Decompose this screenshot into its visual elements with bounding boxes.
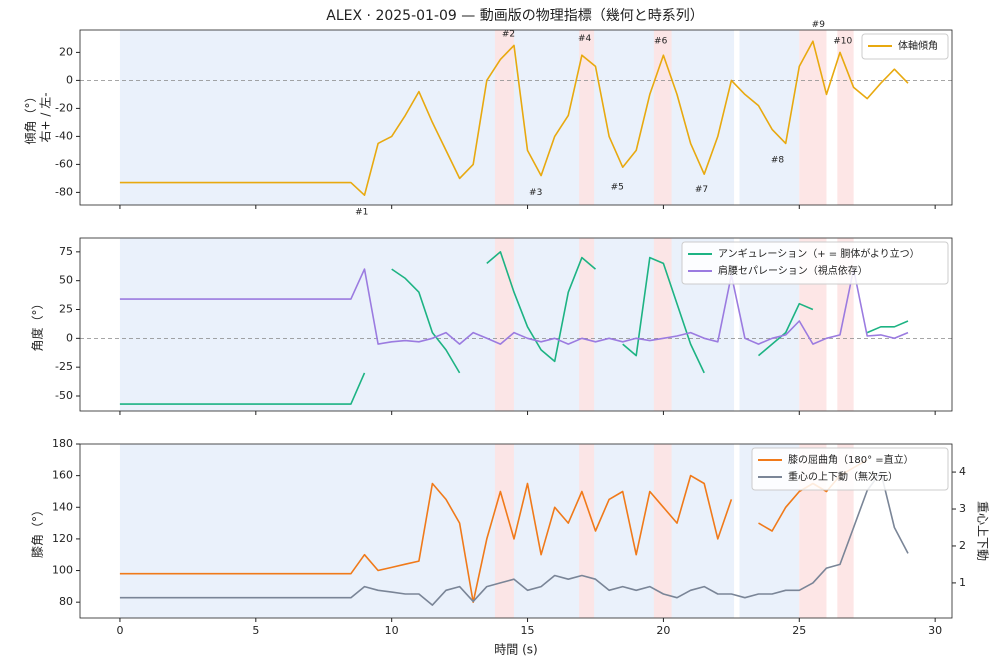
phase-span: [653, 444, 672, 618]
phase-span: [579, 30, 595, 205]
y-tick-label: -25: [55, 360, 73, 373]
annotation: #9: [812, 20, 826, 30]
y-tick-label: 25: [59, 303, 73, 316]
phase-span: [739, 30, 800, 205]
y-tick-label: 20: [59, 45, 73, 58]
series-line: [119, 268, 909, 345]
y-axis-label: 膝角（°）: [31, 504, 45, 558]
y-tick-label: 180: [52, 437, 73, 450]
y-tick-label: 0: [66, 73, 73, 86]
phase-span: [494, 444, 514, 618]
y-tick-label: 120: [52, 532, 73, 545]
annotation: #10: [833, 37, 852, 47]
x-tick-label: 20: [656, 624, 670, 637]
y-tick-label: -20: [55, 101, 73, 114]
phase-span: [837, 30, 854, 205]
y-tick-label: -80: [55, 185, 73, 198]
plot-frame: [79, 29, 953, 206]
annotation: #6: [654, 37, 668, 47]
phase-span: [494, 238, 514, 411]
annotation: #8: [771, 156, 785, 166]
phase-span: [119, 30, 735, 205]
legend-label: 膝の屈曲角（180° =直立）: [788, 453, 914, 466]
series-line: [119, 40, 909, 196]
x-axis-label: 時間 (s): [494, 643, 537, 657]
x-tick-label: 10: [385, 624, 399, 637]
phase-span: [494, 30, 514, 205]
plot-frame: [79, 443, 953, 619]
phase-span: [653, 238, 672, 411]
phase-span: [653, 30, 672, 205]
legend-label: 重心の上下動（無次元）: [788, 470, 898, 483]
legend-box: [861, 33, 949, 60]
y-axis-label: 傾角（°）: [24, 90, 38, 144]
x-tick-label: 0: [116, 624, 123, 637]
annotation: #3: [529, 188, 542, 198]
plot-frame: [79, 237, 953, 412]
annotation: #2: [502, 30, 515, 40]
y2-tick-label: 1: [959, 576, 966, 589]
x-tick-label: 25: [792, 624, 806, 637]
y-tick-label: 100: [52, 564, 73, 577]
legend-label: 体軸傾角: [898, 39, 938, 52]
x-tick-label: 30: [928, 624, 942, 637]
plot-area: [80, 30, 952, 205]
annotation: #7: [695, 185, 708, 195]
y-tick-label: 75: [59, 245, 73, 258]
y-tick-label: 140: [52, 500, 73, 513]
y-tick-label: -60: [55, 157, 73, 170]
y-tick-label: 160: [52, 469, 73, 482]
y2-tick-label: 2: [959, 539, 966, 552]
y-axis-label: 角度（°）: [30, 297, 45, 351]
y2-tick-label: 3: [959, 502, 966, 515]
y-tick-label: 50: [59, 274, 73, 287]
legend-label: アンギュレーション（+ = 胴体がより立つ）: [718, 247, 920, 260]
series-line: [119, 471, 909, 606]
legend-box: [681, 241, 949, 285]
phase-span: [119, 238, 735, 411]
annotation: #4: [578, 34, 592, 44]
y2-tick-label: 4: [959, 465, 966, 478]
y-tick-label: 0: [66, 331, 73, 344]
legend-label: 肩腰セパレーション（視点依存）: [718, 264, 868, 277]
series-line: [119, 251, 909, 405]
y-tick-label: -40: [55, 129, 73, 142]
y-tick-label: -50: [55, 389, 73, 402]
y2-axis-label: 重心上下動: [976, 501, 990, 561]
phase-span: [579, 238, 595, 411]
x-tick-label: 15: [521, 624, 535, 637]
annotation: #1: [355, 208, 368, 218]
annotation: #5: [611, 182, 624, 192]
legend-box: [751, 447, 949, 491]
x-tick-label: 5: [252, 624, 259, 637]
y-tick-label: 80: [59, 595, 73, 608]
phase-span: [579, 444, 595, 618]
chart-title: ALEX · 2025-01-09 — 動画版の物理指標（幾何と時系列）: [326, 8, 703, 24]
y-axis-label: 右+ / 左-: [38, 92, 53, 142]
phase-span: [799, 30, 827, 205]
